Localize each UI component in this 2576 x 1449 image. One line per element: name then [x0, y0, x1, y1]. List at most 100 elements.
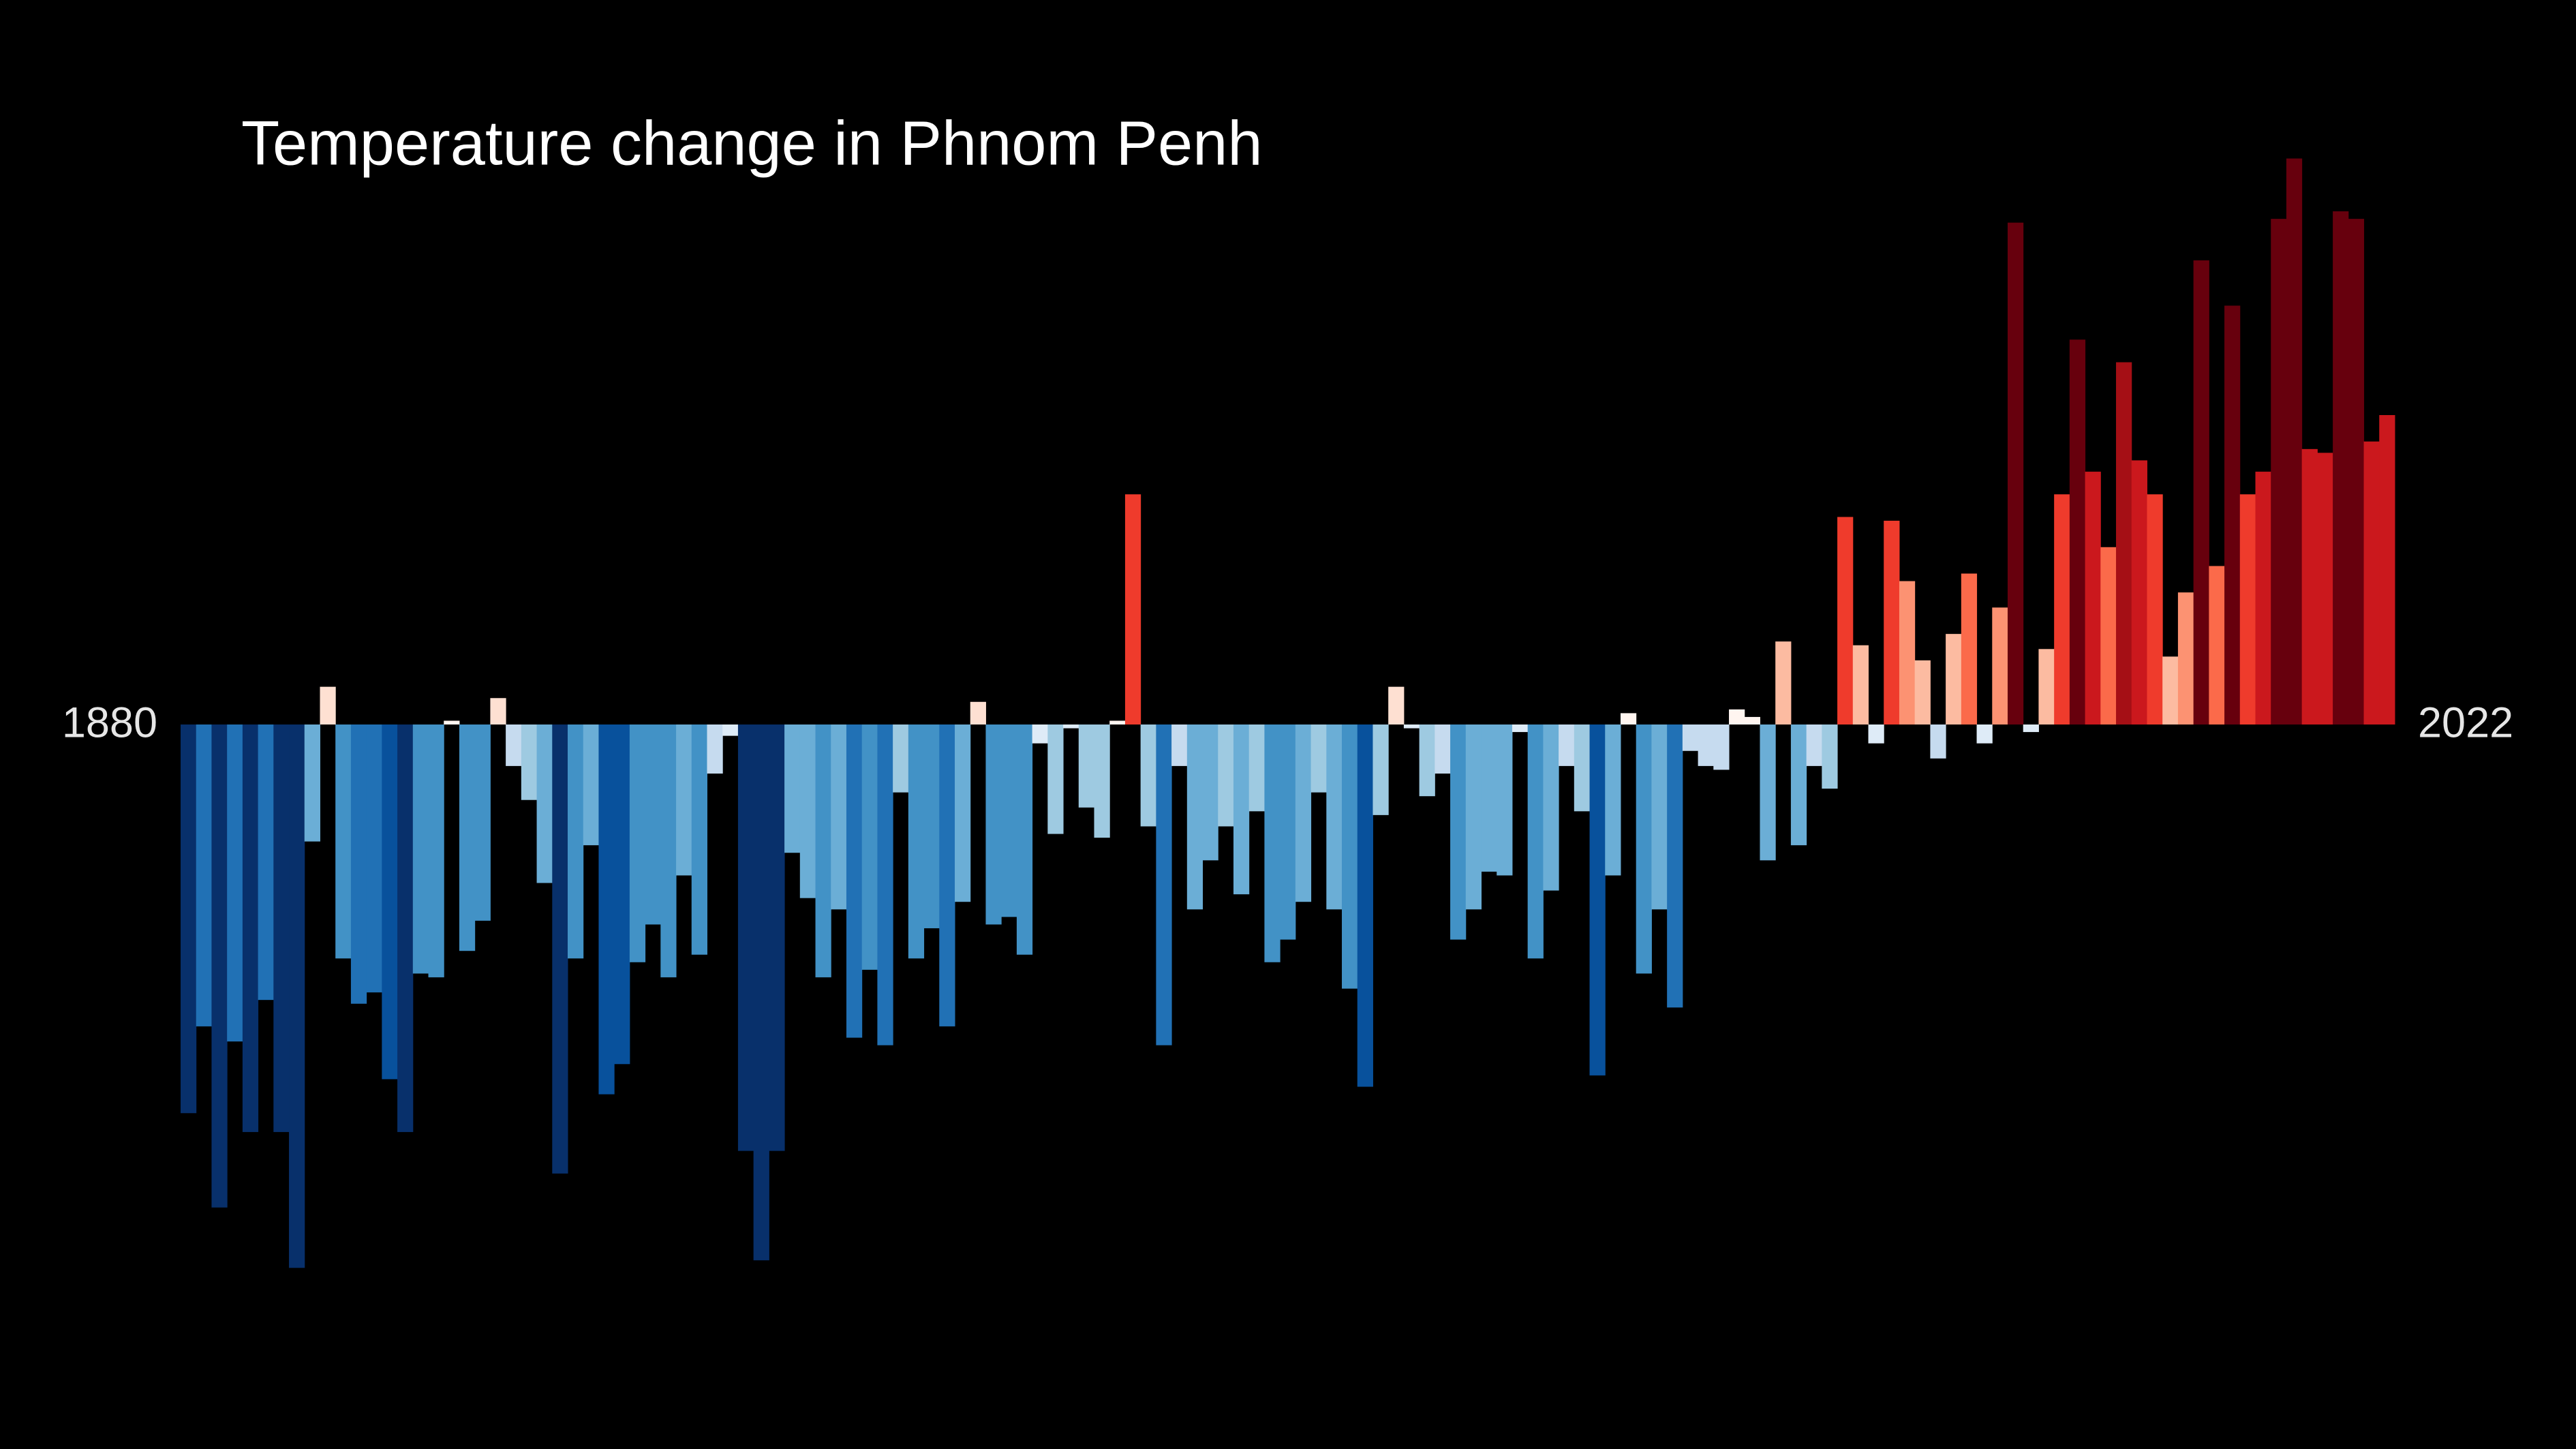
bar: [335, 724, 352, 959]
bar: [1790, 724, 1807, 846]
bar: [444, 720, 460, 724]
bar: [2100, 547, 2117, 724]
bar: [707, 724, 723, 774]
bar: [970, 701, 986, 724]
bar: [1744, 716, 1760, 724]
bar: [1280, 724, 1296, 940]
chart-title: Temperature change in Phnom Penh: [241, 108, 1263, 178]
bar: [2131, 460, 2147, 724]
bar: [1946, 634, 1962, 724]
bar: [2069, 339, 2086, 724]
bar: [2333, 211, 2349, 725]
bar: [769, 724, 785, 1151]
bar: [1497, 724, 1513, 876]
bar: [1527, 724, 1544, 959]
bar: [1760, 724, 1776, 861]
bar: [1682, 724, 1699, 751]
bar: [2162, 656, 2179, 724]
bar: [1976, 724, 1993, 744]
bar: [1342, 724, 1358, 989]
bar: [1109, 720, 1126, 724]
bar: [908, 724, 925, 959]
bar: [1620, 713, 1637, 724]
bar: [366, 724, 382, 993]
bar: [1667, 724, 1683, 1008]
bar: [1295, 724, 1312, 902]
bar: [645, 724, 661, 925]
bar: [2271, 219, 2287, 724]
bar: [2007, 222, 2024, 725]
bar: [181, 724, 197, 1114]
bar: [737, 724, 754, 1151]
bar: [2038, 649, 2055, 724]
bar: [1713, 724, 1730, 770]
bar: [196, 724, 212, 1026]
bar: [1248, 724, 1265, 812]
bar: [1775, 641, 1792, 724]
bar: [273, 724, 290, 1132]
bar: [1094, 724, 1110, 838]
bar: [242, 724, 259, 1132]
bar: [753, 724, 769, 1261]
bar: [1233, 724, 1250, 895]
bar: [459, 724, 476, 951]
bar: [1218, 724, 1234, 827]
bar: [1357, 724, 1373, 1087]
x-end-label: 1880: [62, 699, 157, 747]
bar: [691, 724, 707, 955]
bar: [2085, 472, 2101, 724]
bar: [2147, 494, 2163, 724]
bar: [2301, 448, 2318, 724]
bar: [1016, 724, 1033, 955]
bar: [629, 724, 646, 962]
bar: [1837, 517, 1854, 724]
bar: [2209, 566, 2225, 724]
bar: [1156, 724, 1172, 1046]
bar: [568, 724, 584, 959]
bar: [1651, 724, 1668, 910]
bar: [428, 724, 444, 977]
bar: [1047, 724, 1064, 834]
bar: [2054, 494, 2070, 724]
bar: [227, 724, 243, 1042]
bar: [722, 724, 739, 736]
bar: [2177, 592, 2194, 724]
bar: [1450, 724, 1467, 940]
bar: [2286, 158, 2303, 724]
bar: [1171, 724, 1188, 766]
bar: [1512, 724, 1529, 733]
bar: [211, 724, 228, 1208]
bar: [660, 724, 677, 977]
bar: [1559, 724, 1575, 766]
bar: [1884, 521, 1900, 724]
bar: [861, 724, 878, 970]
bar: [1326, 724, 1343, 910]
bar: [2239, 494, 2256, 724]
bar: [1899, 581, 1916, 724]
bar: [397, 724, 414, 1132]
bar: [2255, 472, 2271, 724]
bar: [536, 724, 553, 883]
bar: [815, 724, 831, 977]
x-end-label: 2022: [2418, 699, 2513, 747]
bar: [2317, 453, 2333, 724]
bar: [304, 724, 320, 842]
bar: [831, 724, 847, 910]
bar: [1481, 724, 1497, 872]
bar: [2193, 260, 2209, 724]
bar: [2348, 219, 2365, 724]
bar: [1914, 660, 1931, 724]
bar: [521, 724, 538, 800]
bar: [799, 724, 816, 898]
bar: [1852, 645, 1869, 724]
bar: [846, 724, 863, 1038]
bar: [2023, 724, 2039, 733]
bar: [1589, 724, 1606, 1076]
bar: [939, 724, 955, 1026]
bar: [1202, 724, 1218, 861]
bar: [1961, 573, 1978, 724]
bar: [1868, 724, 1884, 744]
bar: [1403, 724, 1420, 729]
bar: [893, 724, 909, 793]
